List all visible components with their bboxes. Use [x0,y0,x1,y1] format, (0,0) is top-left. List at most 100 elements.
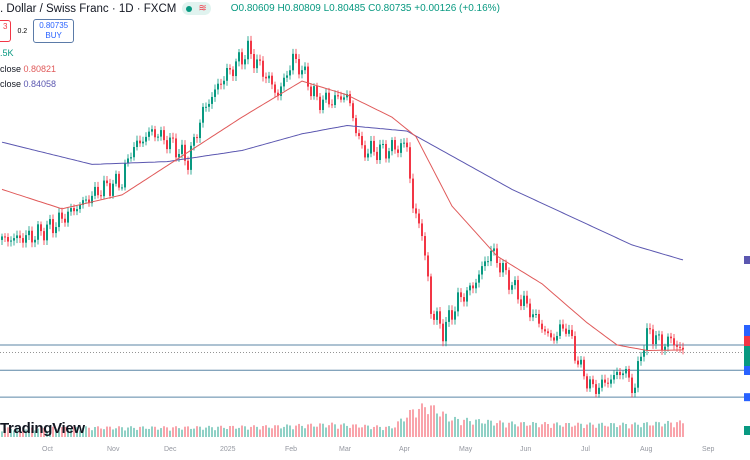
volume-bar [274,425,276,437]
candle-body [637,361,639,388]
volume-bar [673,427,675,437]
volume-bar [391,428,393,437]
x-tick-label: Mar [339,446,352,453]
candle-body [682,347,684,350]
candle-body [313,86,315,97]
volume-bar [538,427,540,437]
volume-bar [118,426,120,437]
volume-bar [556,422,558,437]
sma50-label: close [0,64,22,74]
volume-bar [499,420,501,437]
volume-bar [310,423,312,437]
candle-body [577,360,579,365]
volume-bar [169,430,171,437]
volume-bar [127,427,129,437]
volume-bar [493,425,495,437]
candle-body [235,61,237,77]
sma200-label: close [0,79,22,89]
buy-price: 0.80735 [39,21,69,30]
volume-bar [442,411,444,437]
candle-body [220,83,222,85]
candle-body [283,77,285,87]
volume-bar [94,427,96,437]
volume-bar [634,422,636,437]
sell-button[interactable]: 3 [0,20,12,42]
volume-bar [664,423,666,437]
volume-bar [187,426,189,437]
volume-bar [217,426,219,437]
volume-bar [109,426,111,437]
candle-body [298,58,300,75]
candle-body [40,224,42,232]
volume-bar [322,423,324,437]
sma200-value: 0.84058 [23,79,57,89]
candle-body [304,66,306,71]
candle-body [112,183,114,196]
volume-bar [367,425,369,437]
volume-bar [577,422,579,437]
volume-bar [517,426,519,437]
ohlc-values: O0.80609 H0.80809 L0.80485 C0.80735 +0.0… [231,3,500,14]
volume-bar [421,403,423,437]
volume-bar [262,426,264,437]
candle-body [358,133,360,137]
volume-bar [460,425,462,437]
sma200-line [1,124,684,261]
candle-body [322,99,324,111]
market-status[interactable]: ≋ [182,2,211,15]
symbol-title[interactable]: . Dollar / Swiss Franc · 1D · FXCM [0,2,177,15]
volume-bar [7,427,9,437]
volume-bar [259,429,261,437]
candle-body [331,104,333,106]
volume-bar [475,419,477,437]
volume-bar [559,425,561,437]
candle-body [205,106,207,108]
candle-body [346,94,348,98]
volume-bar [457,418,459,437]
candle-body [481,266,483,275]
volume-bar [319,423,321,437]
price-scale-marker [744,366,750,375]
volume-bar [628,428,630,437]
candle-body [667,336,669,347]
volume-bar [607,426,609,437]
volume-bar [19,427,21,437]
volume-bar [622,422,624,437]
candle-body [436,311,438,320]
candle-body [328,92,330,105]
buy-label: BUY [45,31,62,40]
volume-bar [184,426,186,437]
volume-bar [487,419,489,437]
candle-body [535,314,537,316]
candle-body [244,59,246,65]
volume-bar [529,425,531,437]
volume-bar [466,417,468,437]
sma200-legend[interactable]: close 0.84058 [0,79,56,89]
candle-body [367,153,369,158]
candle-body [1,236,3,240]
x-tick-label: Apr [399,446,410,453]
candle-body [79,204,81,210]
candle-body [454,311,456,320]
candle-body [568,329,570,334]
candle-body [196,137,198,139]
candle-body [394,140,396,150]
volume-bar [10,428,12,437]
volume-bar [595,427,597,437]
candle-body [232,69,234,77]
candle-body [127,158,129,164]
sma50-legend[interactable]: close 0.80821 [0,64,56,74]
volume-bar [412,409,414,437]
volume-bar [385,426,387,437]
volume-bar [610,423,612,437]
candle-body [613,374,615,380]
candle-body [538,314,540,324]
volume-bar [124,430,126,437]
candle-body [316,86,318,97]
candle-body [340,96,342,100]
candle-body [160,130,162,137]
buy-button[interactable]: 0.80735 BUY [33,19,75,43]
candle-body [388,151,390,159]
candle-body [451,310,453,320]
